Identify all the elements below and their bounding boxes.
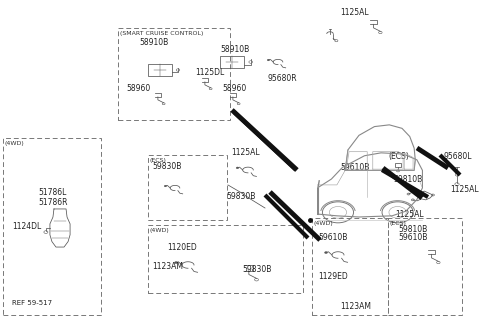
Text: 59830B: 59830B	[226, 192, 255, 201]
Bar	[388, 218, 462, 315]
Bar	[148, 155, 227, 220]
Text: 58910B: 58910B	[220, 45, 249, 54]
Text: 1125AL: 1125AL	[395, 210, 424, 219]
Text: (4WD): (4WD)	[314, 221, 334, 226]
Circle shape	[236, 167, 239, 169]
Circle shape	[175, 261, 178, 263]
Text: 1123AM: 1123AM	[340, 302, 371, 311]
Text: (ECS): (ECS)	[388, 152, 409, 161]
Text: 58960: 58960	[222, 84, 246, 93]
Bar	[395, 163, 401, 167]
Text: 95680L: 95680L	[444, 152, 472, 161]
Text: 1124DL: 1124DL	[12, 222, 41, 231]
Circle shape	[324, 252, 327, 254]
Text: 59830B: 59830B	[152, 162, 181, 171]
Text: 59610B: 59610B	[340, 163, 370, 172]
Text: 59810B: 59810B	[393, 175, 422, 184]
Bar	[148, 64, 172, 76]
Text: 95680R: 95680R	[268, 74, 298, 83]
Text: 51786R: 51786R	[38, 198, 68, 207]
Circle shape	[267, 59, 270, 61]
Text: (ECS): (ECS)	[390, 221, 407, 226]
Text: 51786L: 51786L	[38, 188, 66, 197]
Bar	[3, 138, 101, 315]
Circle shape	[164, 185, 167, 187]
Text: 1125AL: 1125AL	[340, 8, 369, 17]
Text: REF 59-517: REF 59-517	[12, 300, 52, 306]
Text: 59610B: 59610B	[398, 233, 427, 242]
Text: (4WD): (4WD)	[5, 141, 24, 145]
Bar	[312, 218, 388, 315]
Bar	[118, 28, 230, 120]
Text: (ECS): (ECS)	[150, 157, 167, 163]
Text: 1125DL: 1125DL	[195, 68, 224, 77]
Text: 59810B: 59810B	[398, 225, 427, 234]
Text: 58960: 58960	[126, 84, 150, 93]
Bar	[148, 225, 303, 293]
Text: 1129ED: 1129ED	[318, 272, 348, 281]
Bar	[219, 56, 244, 68]
Text: 58910B: 58910B	[139, 38, 168, 47]
Text: 59830B: 59830B	[242, 265, 271, 274]
Text: 1125AL: 1125AL	[231, 148, 260, 157]
Text: 1125AL: 1125AL	[450, 185, 479, 194]
Text: (4WD): (4WD)	[150, 227, 169, 233]
Text: (SMART CRUISE CONTROL): (SMART CRUISE CONTROL)	[120, 30, 204, 36]
Text: 59610B: 59610B	[318, 233, 348, 242]
Text: 1120ED: 1120ED	[167, 243, 197, 252]
Text: 1123AM: 1123AM	[152, 262, 183, 271]
